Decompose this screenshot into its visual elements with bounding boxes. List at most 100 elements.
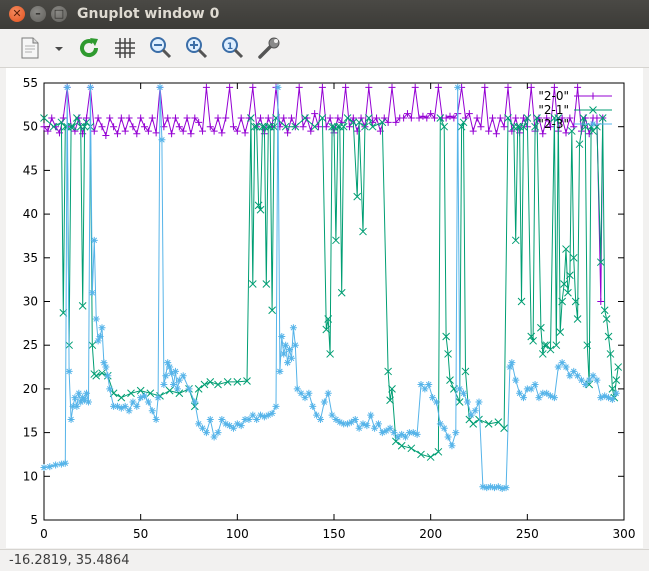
data-point — [164, 359, 172, 367]
zoom-fit-icon[interactable]: 1 — [220, 35, 246, 61]
series-line-1 — [43, 116, 619, 458]
x-tick-label: 200 — [419, 527, 442, 541]
data-point — [562, 245, 570, 253]
data-point — [195, 420, 203, 428]
close-window-button[interactable]: ✕ — [9, 6, 25, 22]
data-point — [222, 114, 230, 122]
data-point — [554, 363, 562, 371]
plot-canvas[interactable]: 0 50 100 150 200 250 300 5 10 15 20 25 30 35 40 45 50 55 "… — [6, 68, 643, 548]
data-point — [502, 484, 510, 492]
data-point — [429, 394, 437, 402]
y-tick-label: 5 — [30, 513, 38, 527]
data-point — [90, 236, 98, 244]
data-point — [226, 83, 234, 91]
data-point — [564, 288, 572, 297]
minimize-window-button[interactable]: – — [30, 6, 46, 22]
data-point — [543, 389, 551, 397]
export-icon[interactable] — [17, 35, 43, 61]
data-point — [546, 345, 555, 354]
data-point — [494, 418, 503, 426]
y-tick-label: 45 — [23, 163, 38, 177]
data-point — [254, 201, 263, 210]
data-point — [264, 122, 273, 131]
y-tick-label: 20 — [23, 382, 38, 396]
data-point — [467, 411, 475, 419]
data-point — [515, 122, 524, 131]
data-point — [199, 424, 207, 432]
data-point — [593, 376, 601, 384]
x-tick-label: 150 — [323, 527, 346, 541]
zoom-out-icon[interactable] — [148, 35, 174, 61]
data-point — [392, 118, 400, 126]
y-tick-label: 15 — [23, 426, 38, 440]
data-point — [455, 398, 464, 406]
data-point — [529, 336, 537, 345]
data-point — [597, 394, 605, 402]
data-point — [71, 394, 79, 402]
data-point — [170, 381, 178, 389]
settings-wrench-icon[interactable] — [256, 35, 282, 61]
data-point — [335, 122, 344, 131]
data-point — [113, 130, 121, 138]
data-point — [446, 112, 454, 120]
legend-label: "2-0" — [538, 89, 569, 103]
data-point — [104, 372, 112, 380]
data-point — [129, 123, 137, 131]
y-tick-label: 30 — [23, 295, 38, 309]
data-point — [287, 114, 295, 122]
data-point — [345, 123, 353, 131]
data-point — [247, 114, 255, 122]
legend-marker — [589, 120, 597, 128]
y-tick-label: 35 — [23, 251, 38, 265]
data-point — [171, 367, 179, 375]
data-point — [386, 396, 394, 405]
data-point — [537, 323, 545, 332]
data-point — [374, 420, 382, 428]
data-point — [547, 392, 555, 400]
data-point — [96, 332, 104, 340]
data-point — [363, 422, 371, 430]
data-point — [477, 123, 485, 131]
data-point — [421, 385, 429, 393]
data-point — [113, 402, 121, 410]
data-point — [278, 332, 286, 340]
x-tick-label: 0 — [40, 527, 48, 541]
grid-icon[interactable] — [112, 35, 138, 61]
data-point — [489, 114, 497, 122]
data-point — [558, 359, 566, 367]
data-point — [40, 464, 48, 472]
data-point — [384, 118, 392, 126]
data-point — [100, 359, 108, 367]
data-point — [419, 112, 427, 120]
dropdown-arrow-icon[interactable] — [52, 35, 66, 61]
replot-icon[interactable] — [76, 35, 102, 61]
data-point — [154, 394, 162, 402]
data-point — [162, 372, 170, 380]
data-point — [137, 114, 145, 122]
data-point — [426, 453, 435, 461]
data-point — [523, 114, 532, 122]
data-point — [509, 122, 518, 131]
data-point — [195, 118, 203, 126]
data-point — [243, 377, 251, 385]
data-point — [266, 122, 275, 131]
data-point — [334, 122, 342, 131]
data-point — [355, 118, 363, 127]
data-point — [141, 123, 149, 131]
data-point — [295, 83, 303, 91]
data-point — [448, 442, 456, 450]
data-point — [173, 385, 181, 393]
data-point — [479, 483, 487, 491]
zoom-in-icon[interactable] — [184, 35, 210, 61]
data-point — [175, 376, 183, 384]
data-point — [328, 122, 336, 131]
maximize-window-button[interactable]: □ — [51, 6, 67, 22]
data-point — [291, 122, 300, 131]
data-point — [359, 420, 367, 428]
data-point — [585, 376, 593, 384]
data-point — [508, 359, 516, 367]
data-point — [315, 123, 323, 131]
data-point — [75, 389, 83, 397]
data-point — [206, 123, 214, 131]
